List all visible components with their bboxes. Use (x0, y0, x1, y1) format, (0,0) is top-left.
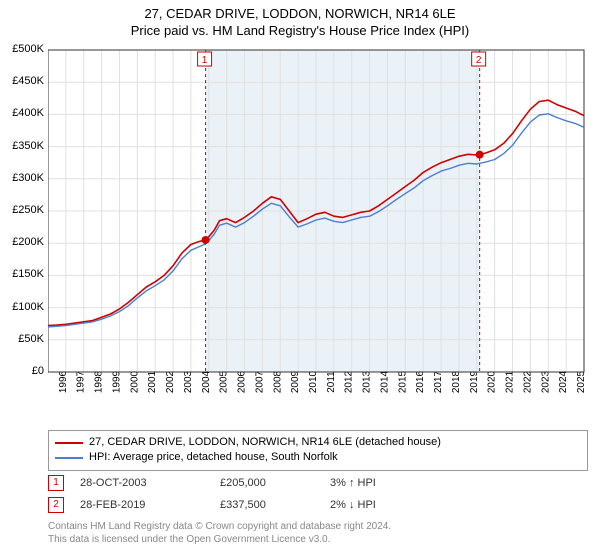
svg-text:2003: 2003 (183, 370, 194, 393)
svg-text:2021: 2021 (505, 370, 516, 393)
svg-text:1999: 1999 (111, 370, 122, 393)
svg-text:2013: 2013 (362, 370, 373, 393)
svg-text:2000: 2000 (129, 370, 140, 393)
svg-text:2015: 2015 (397, 370, 408, 393)
svg-text:1996: 1996 (58, 370, 69, 393)
svg-text:2023: 2023 (540, 370, 551, 393)
marker-price-2: £337,500 (220, 499, 330, 511)
y-tick-label: £50K (2, 333, 44, 345)
marker-table: 1 28-OCT-2003 £205,000 3% ↑ HPI 2 28-FEB… (48, 472, 450, 516)
y-tick-label: £150K (2, 268, 44, 280)
svg-text:1: 1 (202, 55, 208, 66)
svg-text:2006: 2006 (237, 370, 248, 393)
svg-text:2022: 2022 (522, 370, 533, 393)
svg-text:2004: 2004 (201, 370, 212, 393)
svg-text:2018: 2018 (451, 370, 462, 393)
y-tick-label: £0 (2, 365, 44, 377)
svg-text:2008: 2008 (272, 370, 283, 393)
svg-text:2001: 2001 (147, 370, 158, 393)
marker-pct-2: 2% ↓ HPI (330, 499, 450, 511)
svg-text:2017: 2017 (433, 370, 444, 393)
svg-text:2020: 2020 (487, 370, 498, 393)
legend-label-property: 27, CEDAR DRIVE, LODDON, NORWICH, NR14 6… (89, 435, 441, 450)
chart-title-block: 27, CEDAR DRIVE, LODDON, NORWICH, NR14 6… (0, 0, 600, 38)
marker-badge-1: 1 (48, 475, 64, 491)
legend-box: 27, CEDAR DRIVE, LODDON, NORWICH, NR14 6… (48, 430, 588, 471)
svg-text:1995: 1995 (48, 370, 51, 393)
marker-date-2: 28-FEB-2019 (80, 499, 220, 511)
y-tick-label: £500K (2, 43, 44, 55)
y-tick-label: £250K (2, 204, 44, 216)
svg-text:1998: 1998 (94, 370, 105, 393)
y-tick-label: £300K (2, 172, 44, 184)
svg-text:1997: 1997 (76, 370, 87, 393)
legend-row-hpi: HPI: Average price, detached house, Sout… (55, 450, 581, 465)
y-tick-label: £100K (2, 301, 44, 313)
svg-text:2025: 2025 (576, 370, 587, 393)
svg-text:2005: 2005 (219, 370, 230, 393)
legend-row-property: 27, CEDAR DRIVE, LODDON, NORWICH, NR14 6… (55, 435, 581, 450)
svg-text:2014: 2014 (379, 370, 390, 393)
y-tick-label: £450K (2, 75, 44, 87)
y-tick-label: £400K (2, 107, 44, 119)
svg-text:2010: 2010 (308, 370, 319, 393)
svg-text:2002: 2002 (165, 370, 176, 393)
chart-title-line1: 27, CEDAR DRIVE, LODDON, NORWICH, NR14 6… (0, 6, 600, 21)
marker-pct-1: 3% ↑ HPI (330, 477, 450, 489)
svg-text:2024: 2024 (558, 370, 569, 393)
marker-row-1: 1 28-OCT-2003 £205,000 3% ↑ HPI (48, 472, 450, 494)
svg-text:2016: 2016 (415, 370, 426, 393)
chart-area: 1995 1996 1997 1998 1999 2000 2001 2002 2003 2004… (48, 46, 588, 406)
svg-text:2: 2 (476, 55, 482, 66)
footer-line2: This data is licensed under the Open Gov… (48, 533, 391, 546)
svg-text:2019: 2019 (469, 370, 480, 393)
svg-text:2011: 2011 (326, 371, 337, 393)
marker-badge-2: 2 (48, 497, 64, 513)
marker-row-2: 2 28-FEB-2019 £337,500 2% ↓ HPI (48, 494, 450, 516)
legend-swatch-property (55, 442, 83, 444)
chart-svg: 1995 1996 1997 1998 1999 2000 2001 2002 2003 2004… (48, 46, 588, 406)
svg-text:2012: 2012 (344, 370, 355, 393)
y-tick-label: £350K (2, 140, 44, 152)
y-tick-label: £200K (2, 236, 44, 248)
svg-text:2009: 2009 (290, 370, 301, 393)
footer-line1: Contains HM Land Registry data © Crown c… (48, 520, 391, 533)
footer-block: Contains HM Land Registry data © Crown c… (48, 520, 391, 546)
marker-price-1: £205,000 (220, 477, 330, 489)
legend-label-hpi: HPI: Average price, detached house, Sout… (89, 450, 338, 465)
marker-date-1: 28-OCT-2003 (80, 477, 220, 489)
legend-swatch-hpi (55, 457, 83, 459)
svg-text:2007: 2007 (254, 370, 265, 393)
chart-title-line2: Price paid vs. HM Land Registry's House … (0, 23, 600, 38)
